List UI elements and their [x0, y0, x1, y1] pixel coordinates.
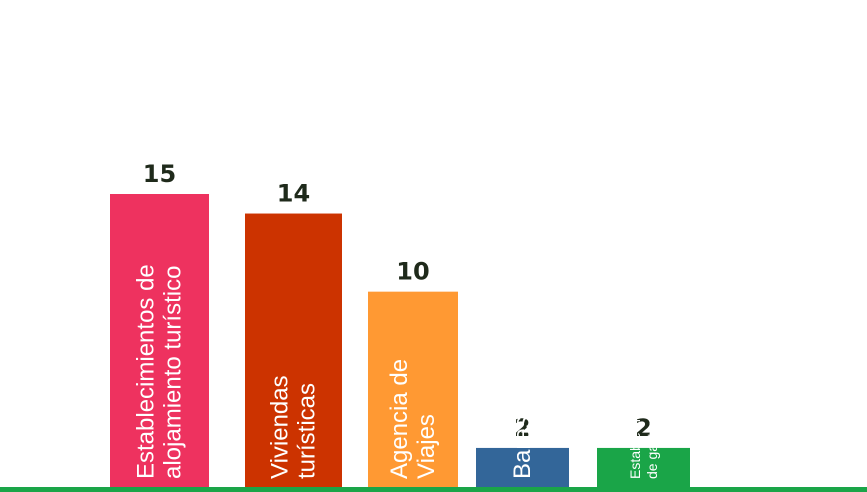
category-label-1-line-2: alojamiento turístico — [160, 266, 187, 479]
category-label-5-line-1: Establecimientos — [627, 373, 643, 479]
data-label-2: 14 — [277, 180, 310, 208]
category-label-1-line-1: Establecimientos de — [133, 264, 160, 479]
data-label-1: 15 — [143, 160, 176, 188]
category-label-3-line-2: Viajes — [413, 414, 440, 479]
bar-3 — [368, 291, 458, 487]
bar-2 — [245, 213, 342, 488]
category-label-4-line-1: Bares — [509, 416, 536, 479]
data-label-3: 10 — [396, 258, 429, 286]
bar-5 — [597, 447, 690, 487]
bar-4 — [476, 447, 569, 487]
baseline — [0, 487, 867, 492]
data-label-4: 2 — [514, 414, 531, 442]
data-label-5: 2 — [635, 414, 652, 442]
category-label-2-line-2: turísticas — [294, 383, 321, 479]
category-label-3-line-1: Agencia de — [386, 359, 413, 479]
bar-1 — [110, 194, 209, 487]
category-label-2-line-1: Viviendas — [267, 375, 294, 479]
category-label-5-line-2: de gastronomía — [644, 382, 660, 479]
